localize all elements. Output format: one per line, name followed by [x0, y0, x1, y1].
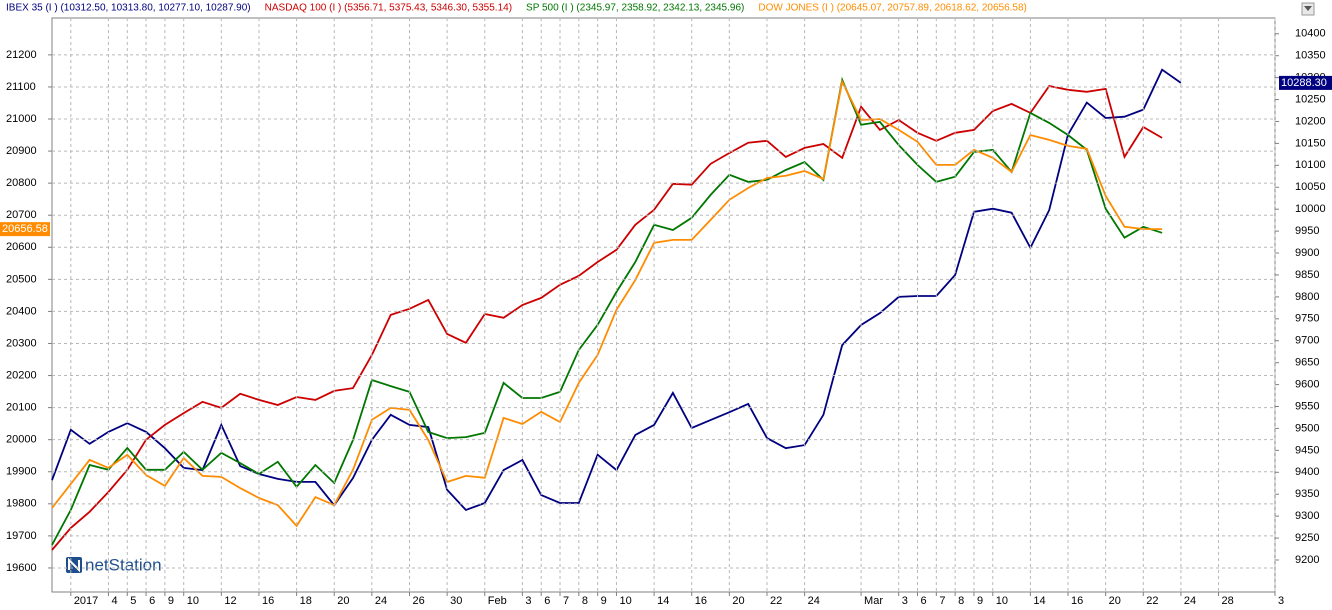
y2-tick-label: 9400: [1295, 466, 1319, 478]
x-tick-label: Feb: [488, 595, 507, 607]
y-tick-label: 20000: [6, 434, 37, 446]
x-tick-label: 16: [695, 595, 707, 607]
y-tick-label: 20100: [6, 402, 37, 414]
x-tick-label: 14: [1033, 595, 1045, 607]
y-tick-label: 19800: [6, 498, 37, 510]
legend-entry: IBEX 35 (I ) (10312.50, 10313.80, 10277.…: [6, 3, 251, 14]
y-tick-label: 20600: [6, 241, 37, 253]
y-tick-label: 19700: [6, 530, 37, 542]
x-tick-label: 6: [544, 595, 550, 607]
y2-tick-label: 9500: [1295, 422, 1319, 434]
logo-icon-mark: [68, 557, 80, 573]
x-tick-label: 24: [1184, 595, 1196, 607]
y2-tick-label: 9200: [1295, 554, 1319, 566]
x-tick-label: 7: [939, 595, 945, 607]
x-tick-label: 22: [1146, 595, 1158, 607]
y2-tick-label: 9700: [1295, 335, 1319, 347]
y-tick-label: 21200: [6, 49, 37, 61]
last-value-label: 10288.30: [1281, 77, 1327, 89]
y2-tick-label: 10150: [1295, 137, 1326, 149]
x-tick-label: 22: [770, 595, 782, 607]
x-tick-label: Mar: [864, 595, 883, 607]
y2-tick-label: 10250: [1295, 93, 1326, 105]
y2-tick-label: 10100: [1295, 159, 1326, 171]
x-tick-label: 24: [375, 595, 387, 607]
x-tick-label: 4: [111, 595, 117, 607]
x-tick-label: 14: [657, 595, 669, 607]
x-tick-label: 30: [450, 595, 462, 607]
y2-tick-label: 9950: [1295, 225, 1319, 237]
y2-tick-label: 9750: [1295, 313, 1319, 325]
y-tick-label: 19900: [6, 466, 37, 478]
y-tick-label: 20800: [6, 177, 37, 189]
y-tick-label: 19600: [6, 562, 37, 574]
scroll-arrow: [1304, 6, 1312, 11]
x-tick-label: 24: [808, 595, 820, 607]
y-tick-label: 20900: [6, 145, 37, 157]
y-tick-label: 20700: [6, 209, 37, 221]
series-line: [51, 85, 1163, 551]
y2-tick-label: 9650: [1295, 357, 1319, 369]
y2-tick-label: 9900: [1295, 247, 1319, 259]
y-tick-label: 20200: [6, 369, 37, 381]
y2-tick-label: 10200: [1295, 115, 1326, 127]
y2-tick-label: 9450: [1295, 444, 1319, 456]
x-tick-label: 3: [902, 595, 908, 607]
y-tick-label: 21100: [6, 81, 36, 93]
y2-tick-label: 10000: [1295, 203, 1326, 215]
x-tick-label: 26: [412, 595, 424, 607]
x-tick-label: 9: [601, 595, 607, 607]
y2-tick-label: 10350: [1295, 50, 1326, 62]
x-tick-label: 28: [1222, 595, 1234, 607]
logo-text: netStation: [85, 555, 162, 574]
logo: netStation: [52, 18, 1276, 592]
x-tick-label: 20: [337, 595, 349, 607]
x-tick-label: 16: [262, 595, 274, 607]
y-tick-label: 20400: [6, 305, 37, 317]
y2-tick-label: 10400: [1295, 28, 1326, 40]
x-tick-label: 5: [130, 595, 136, 607]
x-tick-label: 7: [563, 595, 569, 607]
plot-frame: [51, 17, 1276, 593]
x-tick-label: 18: [300, 595, 312, 607]
x-tick-label: 10: [996, 595, 1008, 607]
x-tick-label: 10: [619, 595, 631, 607]
y2-tick-label: 9350: [1295, 488, 1319, 500]
y2-tick-label: 9250: [1295, 532, 1319, 544]
x-tick-label: 3: [525, 595, 531, 607]
y2-tick-label: 9600: [1295, 378, 1319, 390]
x-tick-label: 9: [168, 595, 174, 607]
y-tick-label: 20500: [6, 273, 37, 285]
y2-tick-label: 9800: [1295, 291, 1319, 303]
x-tick-label: 6: [149, 595, 155, 607]
x-tick-label: 20: [732, 595, 744, 607]
y2-tick-label: 9300: [1295, 510, 1319, 522]
x-tick-label: 16: [1071, 595, 1083, 607]
x-tick-label: 10: [187, 595, 199, 607]
legend-entry: SP 500 (I ) (2345.97, 2358.92, 2342.13, …: [526, 3, 744, 14]
y2-tick-label: 9850: [1295, 269, 1319, 281]
x-tick-label: 8: [958, 595, 964, 607]
x-tick-label: 12: [224, 595, 236, 607]
last-value-box: [0, 222, 50, 237]
y2-tick-label: 10050: [1295, 181, 1326, 193]
y-tick-label: 20300: [6, 337, 37, 349]
x-tick-label: 6: [921, 595, 927, 607]
x-tick-label: 9: [977, 595, 983, 607]
last-value-label: 20656.58: [2, 223, 48, 235]
legend-entry: NASDAQ 100 (I ) (5356.71, 5375.43, 5346.…: [265, 3, 512, 14]
x-tick-label: 8: [582, 595, 588, 607]
y2-tick-label: 9550: [1295, 400, 1319, 412]
legend-entry: DOW JONES (I ) (20645.07, 20757.89, 2061…: [758, 3, 1027, 14]
last-value-box: [1279, 75, 1332, 90]
x-tick-label: 20: [1109, 595, 1121, 607]
x-tick-label: 3: [1278, 595, 1284, 607]
y-tick-label: 21000: [6, 113, 37, 125]
x-tick-label: 2017: [74, 595, 98, 607]
